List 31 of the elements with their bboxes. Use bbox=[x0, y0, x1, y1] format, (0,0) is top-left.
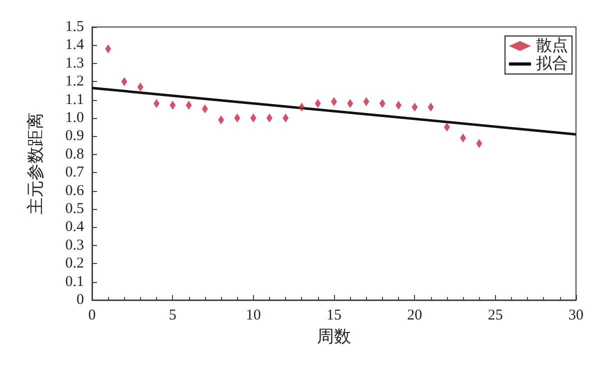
y-tick-label: 1.4 bbox=[65, 37, 84, 54]
point bbox=[250, 114, 256, 122]
y-axis-title: 主元参数距离 bbox=[26, 112, 45, 214]
x-tick-label: 15 bbox=[326, 308, 342, 324]
y-tick-label: 0.4 bbox=[65, 219, 84, 236]
y-tick-label: 1.3 bbox=[65, 55, 84, 72]
point bbox=[234, 114, 240, 122]
y-tick-label: 0.7 bbox=[65, 164, 84, 181]
x-tick-label: 25 bbox=[488, 308, 503, 324]
legend-label: 散点 bbox=[536, 36, 568, 54]
y-tick-label: 1.0 bbox=[65, 110, 84, 126]
y-tick-label: 0.8 bbox=[65, 146, 84, 162]
y-tick-label: 0.1 bbox=[65, 274, 84, 290]
y-tick-label: 0.5 bbox=[65, 201, 84, 217]
y-tick-label: 1.1 bbox=[65, 92, 84, 108]
y-tick-label: 1.2 bbox=[65, 74, 84, 90]
x-tick-label: 10 bbox=[246, 308, 261, 324]
point bbox=[282, 114, 289, 122]
legend-label: 拟合 bbox=[536, 54, 568, 72]
point bbox=[266, 114, 272, 122]
y-tick-label: 1.5 bbox=[65, 19, 84, 35]
y-tick-label: 0.3 bbox=[65, 237, 84, 254]
x-tick-label: 20 bbox=[407, 308, 422, 324]
x-tick-label: 5 bbox=[168, 308, 176, 324]
y-tick-label: 0 bbox=[76, 292, 84, 308]
x-tick-label: 0 bbox=[88, 308, 96, 324]
x-tick-label: 30 bbox=[568, 308, 584, 324]
y-tick-label: 0.2 bbox=[65, 256, 84, 272]
x-axis-title: 周数 bbox=[317, 327, 351, 346]
y-tick-label: 0.9 bbox=[65, 128, 84, 144]
y-tick-label: 0.6 bbox=[65, 182, 84, 199]
